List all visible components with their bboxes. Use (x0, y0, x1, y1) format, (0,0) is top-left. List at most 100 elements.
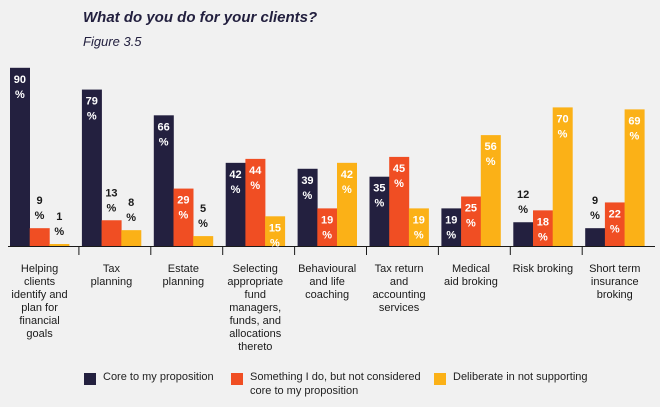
bar-not-supporting (624, 109, 645, 246)
data-label: 45 (393, 163, 405, 175)
data-label-unit: % (107, 202, 117, 214)
data-label-unit: % (466, 218, 476, 230)
data-label-unit: % (518, 204, 528, 216)
data-label: 42 (229, 169, 241, 181)
data-label: 18 (537, 216, 549, 228)
category-label: thereto (238, 341, 272, 353)
data-label-unit: % (54, 226, 64, 238)
category-label: Estate (168, 263, 199, 275)
category-label: identify and (11, 289, 67, 301)
bar-core (10, 67, 30, 246)
data-label-unit: % (394, 178, 404, 190)
category-label: and life (309, 276, 344, 288)
data-label: 70 (556, 113, 568, 125)
category-label: coaching (305, 289, 349, 301)
bar-core (81, 89, 102, 246)
data-label: 9 (36, 195, 42, 207)
chart-title: What do you do for your clients? (83, 9, 318, 26)
bar-core (369, 176, 390, 246)
category-label: plan for (21, 302, 58, 314)
bar-core (153, 115, 174, 246)
bar-not-supporting (480, 135, 501, 246)
category-label: planning (91, 276, 133, 288)
data-label: 9 (592, 195, 598, 207)
data-label-unit: % (538, 231, 548, 243)
category-label: Selecting (233, 263, 278, 275)
data-label-unit: % (558, 128, 568, 140)
legend-item: Something I do, but not considered core t… (231, 370, 421, 398)
data-label-unit: % (590, 210, 600, 222)
bar-core (441, 208, 462, 246)
bar-core (585, 228, 606, 246)
category-label: services (379, 302, 420, 314)
legend-swatch (434, 373, 446, 385)
data-label-unit: % (126, 212, 136, 224)
data-label-unit: % (87, 111, 97, 123)
bar-core (297, 168, 318, 246)
category-label: financial (19, 315, 59, 327)
data-label: 19 (445, 214, 457, 226)
chart-subtitle: Figure 3.5 (83, 34, 142, 49)
bar-not-core (245, 158, 266, 246)
category-label: allocations (229, 328, 281, 340)
bar-core (513, 222, 534, 246)
legend-swatch (84, 373, 96, 385)
category-label: appropriate (227, 276, 283, 288)
category-label: insurance (591, 276, 639, 288)
bar-not-supporting (337, 162, 357, 246)
data-label-unit: % (178, 210, 188, 222)
data-label: 42 (341, 169, 353, 181)
data-label: 69 (628, 115, 640, 127)
category-label: clients (24, 276, 56, 288)
data-label: 15 (269, 222, 281, 234)
data-label: 29 (177, 195, 189, 207)
data-label-unit: % (250, 180, 260, 192)
data-label-unit: % (15, 89, 25, 101)
data-label: 25 (465, 203, 477, 215)
bar-not-core (173, 188, 194, 246)
data-label-unit: % (414, 229, 424, 241)
data-label: 44 (249, 165, 262, 177)
legend-label: Core to my proposition (103, 371, 214, 383)
bar-not-core (317, 208, 338, 246)
data-label-unit: % (374, 198, 384, 210)
category-label: Risk broking (513, 263, 574, 275)
category-label: Medical (452, 263, 490, 275)
legend-label: Deliberate in not supporting (453, 371, 588, 383)
category-label: and (390, 276, 408, 288)
data-label: 8 (128, 197, 134, 209)
bar-not-supporting (408, 208, 429, 246)
bar-not-supporting (265, 216, 286, 246)
category-label: aid broking (444, 276, 498, 288)
category-label: goals (26, 328, 53, 340)
category-label: Short term (589, 263, 640, 275)
data-label: 19 (413, 214, 425, 226)
data-label: 22 (609, 208, 621, 220)
legend-swatch (231, 373, 243, 385)
category-label: Tax return (375, 263, 424, 275)
category-label: Helping (21, 263, 58, 275)
bar-not-supporting (552, 107, 573, 247)
data-label: 35 (373, 183, 385, 195)
category-label: managers, (229, 302, 281, 314)
bar-not-core (101, 220, 122, 246)
data-label-unit: % (486, 156, 496, 168)
legend-label: Something I do, but not considered core t… (250, 371, 421, 397)
category-label: Behavioural (298, 263, 356, 275)
data-label-unit: % (610, 223, 620, 235)
data-label-unit: % (35, 210, 45, 222)
data-label: 13 (105, 187, 117, 199)
data-label: 66 (158, 121, 170, 133)
data-label-unit: % (342, 184, 352, 196)
data-label-unit: % (270, 237, 280, 249)
bar-core (225, 162, 246, 246)
category-label: funds, and (230, 315, 281, 327)
category-label: planning (163, 276, 205, 288)
category-label: Tax (103, 263, 121, 275)
category-label: fund (245, 289, 266, 301)
bar-not-supporting (49, 244, 70, 246)
data-label: 39 (301, 175, 313, 187)
data-label: 90 (14, 74, 26, 86)
data-label-unit: % (446, 229, 456, 241)
